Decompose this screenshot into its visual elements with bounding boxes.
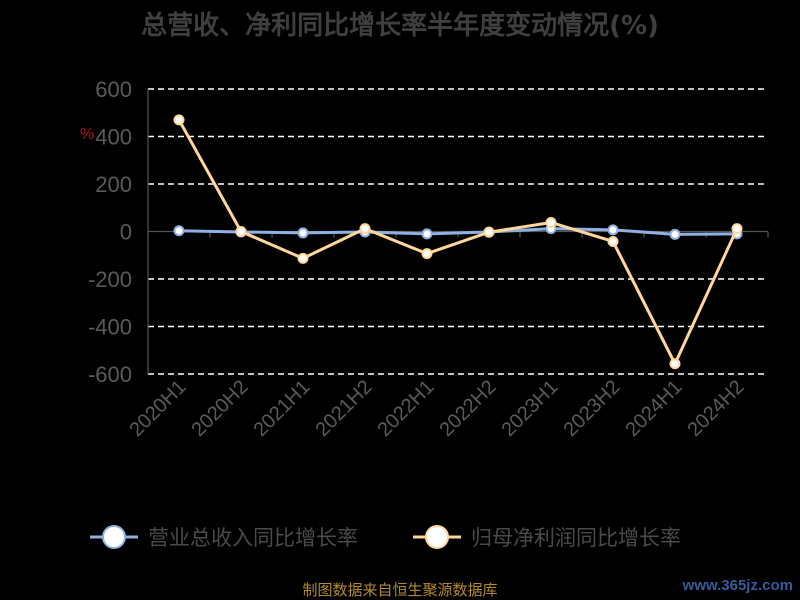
data-point[interactable] — [421, 228, 433, 240]
x-tick-label: 2020H2 — [187, 376, 252, 441]
x-tick-label: 2021H1 — [249, 376, 314, 441]
legend-label: 归母净利润同比增长率 — [471, 526, 681, 550]
series-line — [178, 227, 738, 236]
data-point[interactable] — [607, 235, 619, 247]
y-tick-label: -400 — [88, 315, 132, 340]
y-axis-unit-label: % — [80, 126, 94, 143]
data-point[interactable] — [297, 252, 309, 264]
legend-marker — [102, 525, 126, 549]
data-point[interactable] — [297, 227, 309, 239]
y-tick-label: 200 — [95, 172, 132, 197]
data-point[interactable] — [483, 226, 495, 238]
series-2 — [173, 114, 743, 370]
data-point[interactable] — [669, 228, 681, 240]
watermark: www.365jz.com — [682, 577, 793, 594]
y-tick-label: 600 — [95, 77, 132, 102]
y-tick-label: -200 — [88, 267, 132, 292]
y-tick-label: 0 — [120, 220, 132, 245]
grid-lines — [148, 88, 768, 375]
x-tick-label: 2020H1 — [125, 376, 190, 441]
x-tick-label: 2023H1 — [497, 376, 562, 441]
y-axis-ticks: 600 400 200 0 -200 -400 -600 — [88, 77, 132, 387]
data-point[interactable] — [607, 224, 619, 236]
x-tick-label: 2024H1 — [621, 376, 686, 441]
legend-marker — [425, 525, 449, 549]
legend-item[interactable]: 归母净利润同比增长率 — [413, 525, 681, 550]
legend: 营业总收入同比增长率 归母净利润同比增长率 — [90, 525, 681, 550]
y-tick-label: 400 — [95, 125, 132, 150]
chart-title: 总营收、净利同比增长率半年度变动情况(%) — [141, 10, 659, 41]
x-tick-label: 2022H1 — [373, 376, 438, 441]
x-tick-label: 2021H2 — [311, 376, 376, 441]
y-tick-label: -600 — [88, 362, 132, 387]
x-tick-label: 2024H2 — [683, 376, 748, 441]
data-point[interactable] — [235, 226, 247, 237]
x-tick-label: 2023H2 — [559, 376, 624, 441]
legend-label: 营业总收入同比增长率 — [148, 526, 358, 550]
data-point[interactable] — [359, 223, 371, 235]
legend-item[interactable]: 营业总收入同比增长率 — [90, 525, 358, 550]
series-line — [177, 119, 739, 366]
data-source-note: 制图数据来自恒生聚源数据库 — [302, 581, 497, 599]
data-point[interactable] — [669, 358, 681, 370]
series-lines — [173, 114, 743, 370]
x-axis-ticks: 2020H12020H22021H12021H22022H12022H22023… — [125, 376, 748, 441]
data-point[interactable] — [173, 114, 185, 126]
x-tick-label: 2022H2 — [435, 376, 500, 441]
data-point[interactable] — [545, 216, 557, 228]
data-point[interactable] — [173, 225, 185, 237]
data-point[interactable] — [421, 248, 433, 260]
data-point[interactable] — [731, 223, 743, 235]
